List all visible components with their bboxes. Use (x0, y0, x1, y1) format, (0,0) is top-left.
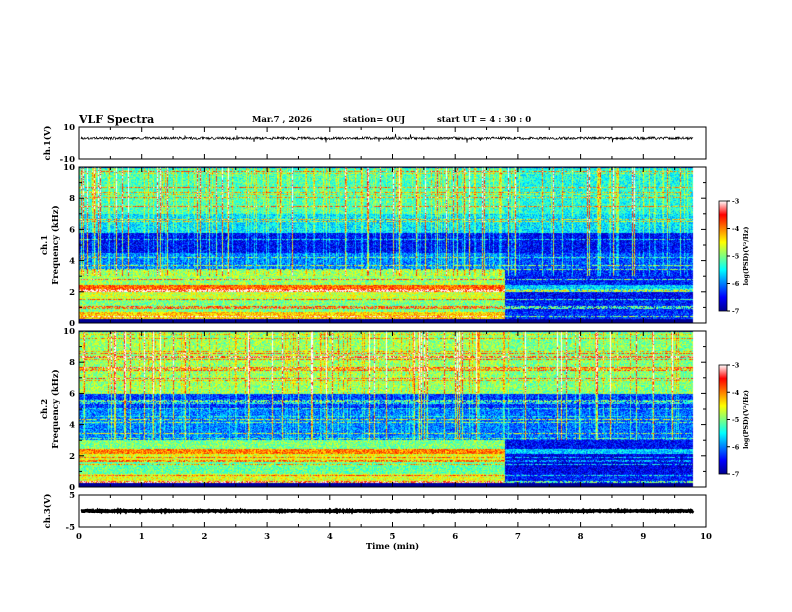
ch2-spectrogram-colorbar-tick-label: -6 (732, 443, 740, 451)
ch3-waveform-trace (80, 507, 695, 515)
ch1-spectrogram-ytick-label: 4 (69, 257, 75, 267)
ch3-waveform-ylabel: ch.3(V) (42, 494, 53, 529)
x-tick-label: 6 (452, 532, 458, 542)
ch2-spectrogram-channel-label: ch.2 (40, 399, 50, 419)
ch1-spectrogram-image (79, 167, 706, 323)
ch1-spectrogram-ytick-label: 6 (69, 225, 75, 235)
ch2-spectrogram-image (79, 331, 706, 487)
ch2-spectrogram-colorbar-tick-label: -7 (732, 471, 739, 479)
ch1-spectrogram-colorbar-tick-label: -5 (732, 253, 740, 261)
ch2-spectrogram-colorbar-label: log(PSD)(V²/Hz) (742, 390, 750, 449)
ch1-spectrogram-ytick-label: 0 (69, 319, 75, 329)
ch1-spectrogram-ylabel: Frequency (kHz) (50, 205, 61, 284)
ch1-waveform-trace (80, 133, 694, 143)
x-tick-label: 3 (264, 532, 270, 542)
ch1-spectrogram-channel-label: ch.1 (40, 235, 50, 255)
ch1-spectrogram-colorbar-tick-label: -7 (732, 308, 739, 316)
ch2-spectrogram-colorbar-tick-label: -4 (732, 389, 740, 397)
x-tick-label: 4 (327, 532, 333, 542)
ch2-spectrogram-ytick-label: 0 (69, 483, 75, 493)
x-tick-label: 8 (578, 532, 584, 542)
x-tick-label: 10 (700, 532, 712, 542)
x-tick-label: 0 (76, 532, 82, 542)
date-label: Mar.7 , 2026 (252, 115, 313, 125)
ch1-spectrogram-ytick-label: 10 (63, 163, 75, 173)
ch2-spectrogram-ylabel: Frequency (kHz) (50, 369, 61, 448)
ch1-waveform-ytick-label: 10 (63, 123, 75, 133)
ch1-spectrogram-colorbar (718, 200, 728, 312)
x-tick-label: 7 (515, 532, 521, 542)
x-tick-label: 2 (201, 532, 207, 542)
station-label: station= OUJ (343, 115, 406, 125)
ch2-spectrogram-colorbar-tick-label: -3 (732, 362, 740, 370)
start-time-label: start UT = 4 : 30 : 0 (437, 115, 532, 125)
ch1-spectrogram-ytick-label: 2 (69, 288, 75, 298)
x-axis-label: Time (min) (366, 541, 419, 552)
ch1-waveform-ylabel: ch.1(V) (42, 126, 53, 161)
figure-title: VLF Spectra (79, 113, 155, 126)
x-tick-label: 1 (139, 532, 145, 542)
ch2-spectrogram-ytick-label: 8 (69, 358, 75, 368)
ch2-spectrogram-ytick-label: 4 (69, 421, 75, 431)
ch2-spectrogram-ytick-label: 6 (69, 389, 75, 399)
ch3-waveform-ytick-label: -5 (66, 523, 76, 533)
ch1-spectrogram-colorbar-tick-label: -3 (732, 198, 740, 206)
ch1-spectrogram-ytick-label: 8 (69, 194, 75, 204)
x-tick-label: 5 (390, 532, 396, 542)
ch2-spectrogram-colorbar (718, 364, 728, 475)
ch2-spectrogram-colorbar-tick-label: -5 (732, 416, 740, 424)
ch3-waveform-ytick-label: 5 (69, 491, 75, 501)
ch1-spectrogram-colorbar-tick-label: -6 (732, 280, 740, 288)
ch1-waveform-ytick-label: -10 (60, 155, 75, 165)
x-tick-label: 9 (640, 532, 646, 542)
ch1-spectrogram-colorbar-tick-label: -4 (732, 225, 740, 233)
ch1-spectrogram-colorbar-label: log(PSD)(V²/Hz) (742, 227, 750, 286)
ch2-spectrogram-ytick-label: 10 (63, 327, 75, 337)
ch2-spectrogram-ytick-label: 2 (69, 452, 75, 462)
